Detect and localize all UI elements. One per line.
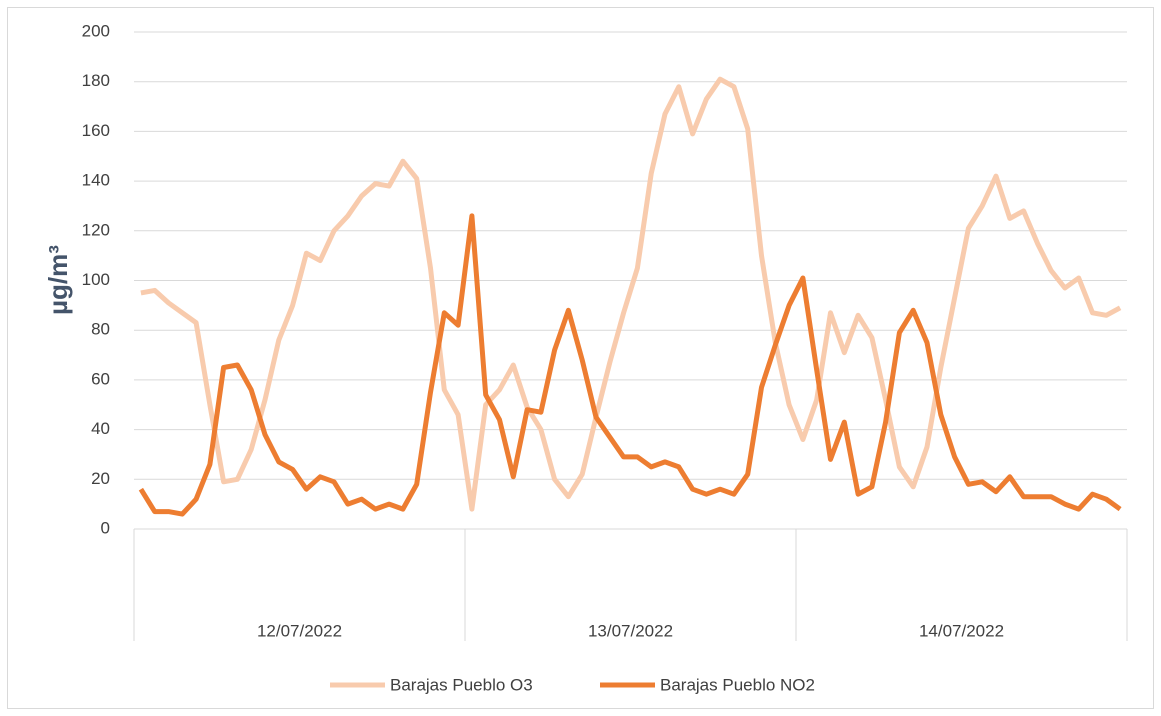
x-group-label: 13/07/2022	[588, 621, 673, 640]
y-tick-label: 120	[82, 220, 110, 239]
x-group-label: 14/07/2022	[919, 621, 1004, 640]
y-tick-label: 160	[82, 121, 110, 140]
data-line	[140, 76, 1122, 512]
legend-label: Barajas Pueblo NO2	[660, 675, 815, 694]
data-line	[138, 213, 1122, 517]
y-tick-label: 180	[82, 71, 110, 90]
y-tick-label: 100	[82, 270, 110, 289]
legend-label: Barajas Pueblo O3	[390, 675, 533, 694]
y-tick-label: 140	[82, 171, 110, 190]
y-tick-label: 0	[101, 518, 110, 537]
y-tick-label: 80	[91, 320, 110, 339]
x-group-label: 12/07/2022	[257, 621, 342, 640]
y-tick-label: 60	[91, 369, 110, 388]
y-tick-label: 20	[91, 469, 110, 488]
y-tick-label: 40	[91, 419, 110, 438]
y-tick-label: 200	[82, 21, 110, 40]
y-axis-label: µg/m³	[43, 245, 73, 315]
